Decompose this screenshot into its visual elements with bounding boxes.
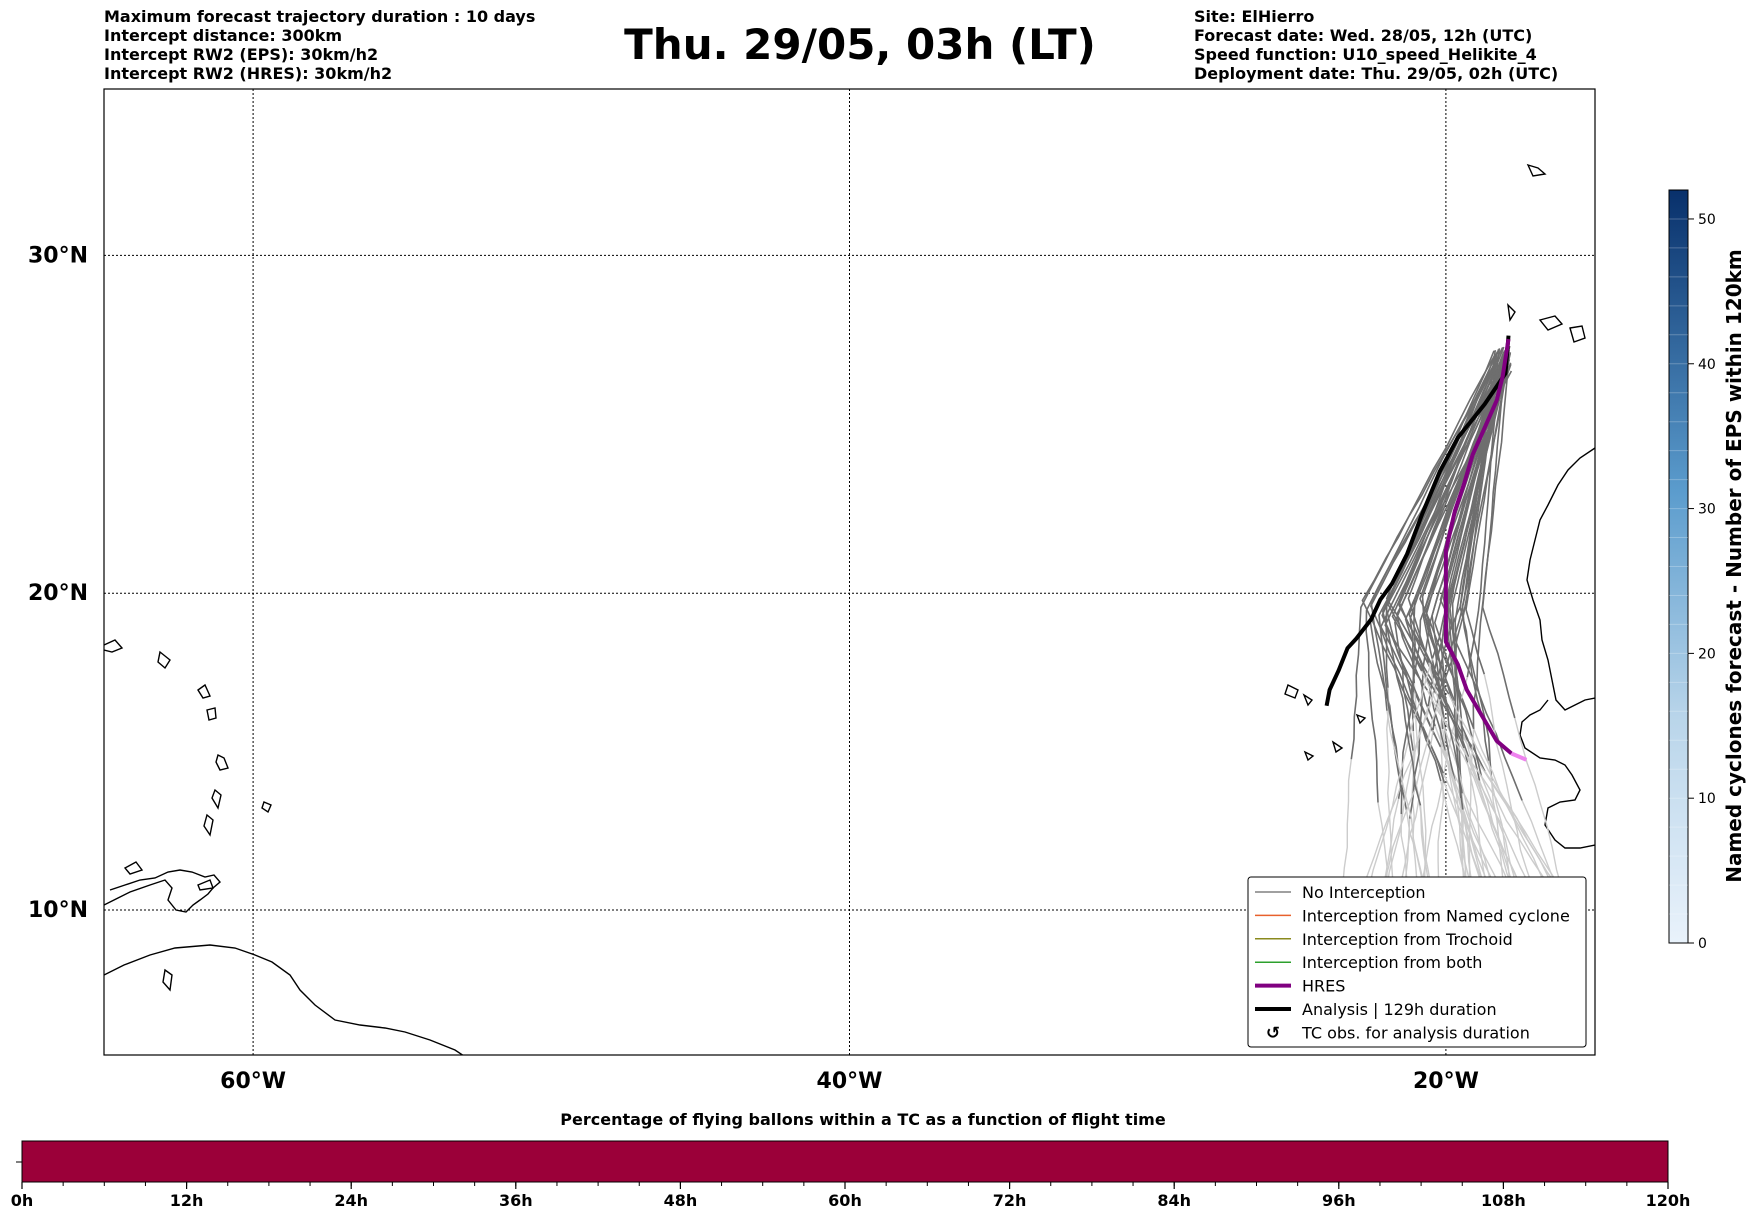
legend: No Interception Interception from Named c… xyxy=(1247,876,1587,1048)
coastlines xyxy=(104,163,1595,1055)
colorbar-right-tick: 10 xyxy=(1698,791,1716,807)
colorbar-bottom-tick: 84h xyxy=(1157,1191,1191,1210)
colorbar-bottom-tick: 108h xyxy=(1481,1191,1526,1210)
eps-track xyxy=(1398,355,1496,695)
eps-track xyxy=(1451,358,1510,799)
eps-track xyxy=(1386,350,1495,672)
colorbar-bottom-tick: 0h xyxy=(11,1191,34,1210)
legend-label: HRES xyxy=(1302,977,1345,996)
axis-tick-labels: 30°N 20°N 10°N 60°W 40°W 20°W xyxy=(28,243,1479,1094)
info-line: Intercept RW2 (HRES): 30km/h2 xyxy=(104,64,393,83)
info-line: Forecast date: Wed. 28/05, 12h (UTC) xyxy=(1194,26,1533,45)
colorbar-bottom-tick: 72h xyxy=(993,1191,1027,1210)
eps-track xyxy=(1385,360,1507,782)
lon-tick-label: 60°W xyxy=(220,1069,286,1094)
eps-track xyxy=(1384,370,1513,691)
colorbar-right-tick: 0 xyxy=(1698,936,1707,952)
info-line: Site: ElHierro xyxy=(1194,7,1315,26)
colorbar-bottom-tick: 36h xyxy=(499,1191,533,1210)
eps-track xyxy=(1350,362,1498,760)
colorbar-bottom: Percentage of flying ballons within a TC… xyxy=(11,1110,1691,1210)
lon-tick-label: 40°W xyxy=(817,1069,883,1094)
colorbar-bottom-tick: 48h xyxy=(664,1191,698,1210)
legend-label: Analysis | 129h duration xyxy=(1302,1000,1497,1019)
eps-track xyxy=(1407,348,1500,663)
info-line: Deployment date: Thu. 29/05, 02h (UTC) xyxy=(1194,64,1559,83)
colorbar-right-tick: 40 xyxy=(1698,357,1716,373)
eps-track xyxy=(1472,372,1509,729)
info-line: Speed function: U10_speed_Helikite_4 xyxy=(1194,45,1537,64)
colorbar-right-tick: 50 xyxy=(1698,212,1716,228)
lat-tick-label: 30°N xyxy=(28,243,88,268)
info-line: Intercept RW2 (EPS): 30km/h2 xyxy=(104,45,379,64)
main-trajectories xyxy=(1324,335,1528,762)
hres-track xyxy=(1443,338,1513,756)
analysis-track xyxy=(1324,335,1511,707)
page-title: Thu. 29/05, 03h (LT) xyxy=(624,20,1096,69)
colorbar-bottom-title: Percentage of flying ballons within a TC… xyxy=(560,1110,1166,1129)
hres-track-end xyxy=(1510,751,1528,762)
eps-track xyxy=(1381,359,1498,806)
lat-tick-label: 10°N xyxy=(28,898,88,923)
eps-track xyxy=(1465,363,1507,675)
legend-label: Interception from Trochoid xyxy=(1302,930,1513,949)
colorbar-right-gradient xyxy=(1668,189,1689,944)
colorbar-right-tick: 20 xyxy=(1698,646,1716,662)
eps-track xyxy=(1431,363,1509,810)
colorbar-bottom-tick: 60h xyxy=(828,1191,862,1210)
colorbar-bottom-tick: 96h xyxy=(1322,1191,1356,1210)
tc-symbol-icon: ↺ xyxy=(1266,1023,1280,1043)
eps-track-tail xyxy=(1360,658,1434,912)
colorbar-bottom-tick: 120h xyxy=(1646,1191,1691,1210)
colorbar-right-label: Named cyclones forecast - Number of EPS … xyxy=(1722,249,1746,883)
info-line: Maximum forecast trajectory duration : 1… xyxy=(104,7,536,26)
legend-label: No Interception xyxy=(1302,883,1426,902)
colorbar-right: 0 10 20 30 40 50 Named cyclones forecast - Nu… xyxy=(1668,189,1746,952)
map-border xyxy=(103,88,1596,1056)
forecast-parameters: Maximum forecast trajectory duration : 1… xyxy=(104,7,535,83)
gridlines xyxy=(104,89,1595,1055)
lon-tick-label: 20°W xyxy=(1413,1069,1479,1094)
legend-label: Interception from Named cyclone xyxy=(1302,906,1570,925)
colorbar-bottom-bar xyxy=(21,1140,1669,1183)
colorbar-bottom-tick: 12h xyxy=(170,1191,204,1210)
eps-track-tail xyxy=(1374,698,1441,911)
colorbar-bottom-tick: 24h xyxy=(334,1191,368,1210)
info-line: Intercept distance: 300km xyxy=(104,26,343,45)
legend-label: Interception from both xyxy=(1302,953,1482,972)
eps-track xyxy=(1408,360,1506,749)
site-parameters: Site: ElHierro Forecast date: Wed. 28/05… xyxy=(1194,7,1558,83)
lat-tick-label: 20°N xyxy=(28,581,88,606)
legend-label: TC obs. for analysis duration xyxy=(1301,1023,1530,1042)
eps-track xyxy=(1454,372,1499,794)
colorbar-right-tick: 30 xyxy=(1698,502,1716,518)
